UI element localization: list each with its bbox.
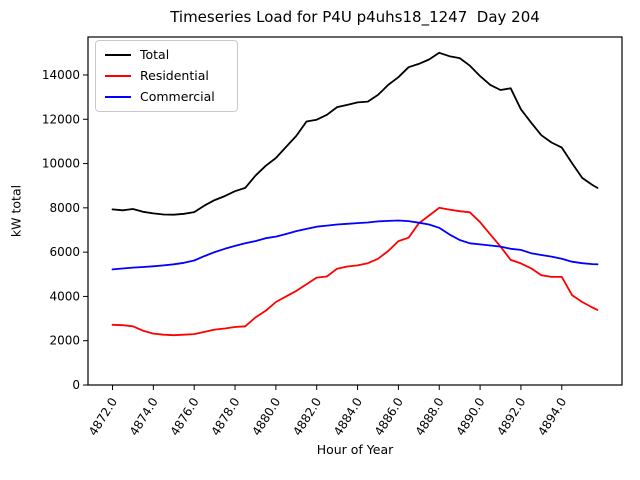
x-tick-label: 4892.0	[494, 395, 528, 438]
x-tick-label: 4882.0	[290, 395, 324, 438]
x-axis-label: Hour of Year	[316, 442, 394, 457]
x-tick-label: 4894.0	[535, 395, 569, 438]
x-tick-label: 4884.0	[331, 395, 365, 438]
x-tick-label: 4886.0	[372, 395, 406, 438]
legend-swatch-total	[105, 53, 131, 56]
x-tick-label: 4878.0	[208, 395, 242, 438]
y-tick-label: 2000	[49, 334, 80, 348]
legend: Total Residential Commercial	[95, 40, 238, 112]
legend-swatch-residential	[105, 74, 131, 77]
x-tick-label: 4880.0	[249, 395, 283, 438]
series-line-total	[111, 51, 599, 216]
legend-item-total: Total	[96, 44, 237, 65]
axes-frame	[87, 36, 623, 386]
y-tick-label: 10000	[42, 157, 80, 171]
y-tick-label: 0	[72, 378, 80, 392]
x-tick-label: 4888.0	[413, 395, 447, 438]
y-tick-label: 12000	[42, 112, 80, 126]
chart-title: Timeseries Load for P4U p4uhs18_1247 Day…	[170, 8, 540, 26]
x-tick-label: 4890.0	[453, 395, 487, 438]
series-line-commercial	[111, 219, 599, 271]
x-tick-label: 4874.0	[127, 395, 161, 438]
y-tick-label: 4000	[49, 289, 80, 303]
legend-label: Residential	[140, 68, 209, 83]
legend-item-commercial: Commercial	[96, 86, 237, 107]
legend-swatch-commercial	[105, 95, 131, 98]
series-line-residential	[111, 206, 599, 337]
y-axis-label: kW total	[8, 184, 24, 238]
legend-item-residential: Residential	[96, 65, 237, 86]
x-tick-label: 4876.0	[168, 395, 202, 438]
y-tick-label: 8000	[49, 201, 80, 215]
x-tick-label: 4872.0	[86, 395, 120, 438]
legend-label: Commercial	[140, 89, 215, 104]
y-tick-label: 6000	[49, 245, 80, 259]
legend-label: Total	[140, 47, 170, 62]
y-tick-label: 14000	[42, 68, 80, 82]
